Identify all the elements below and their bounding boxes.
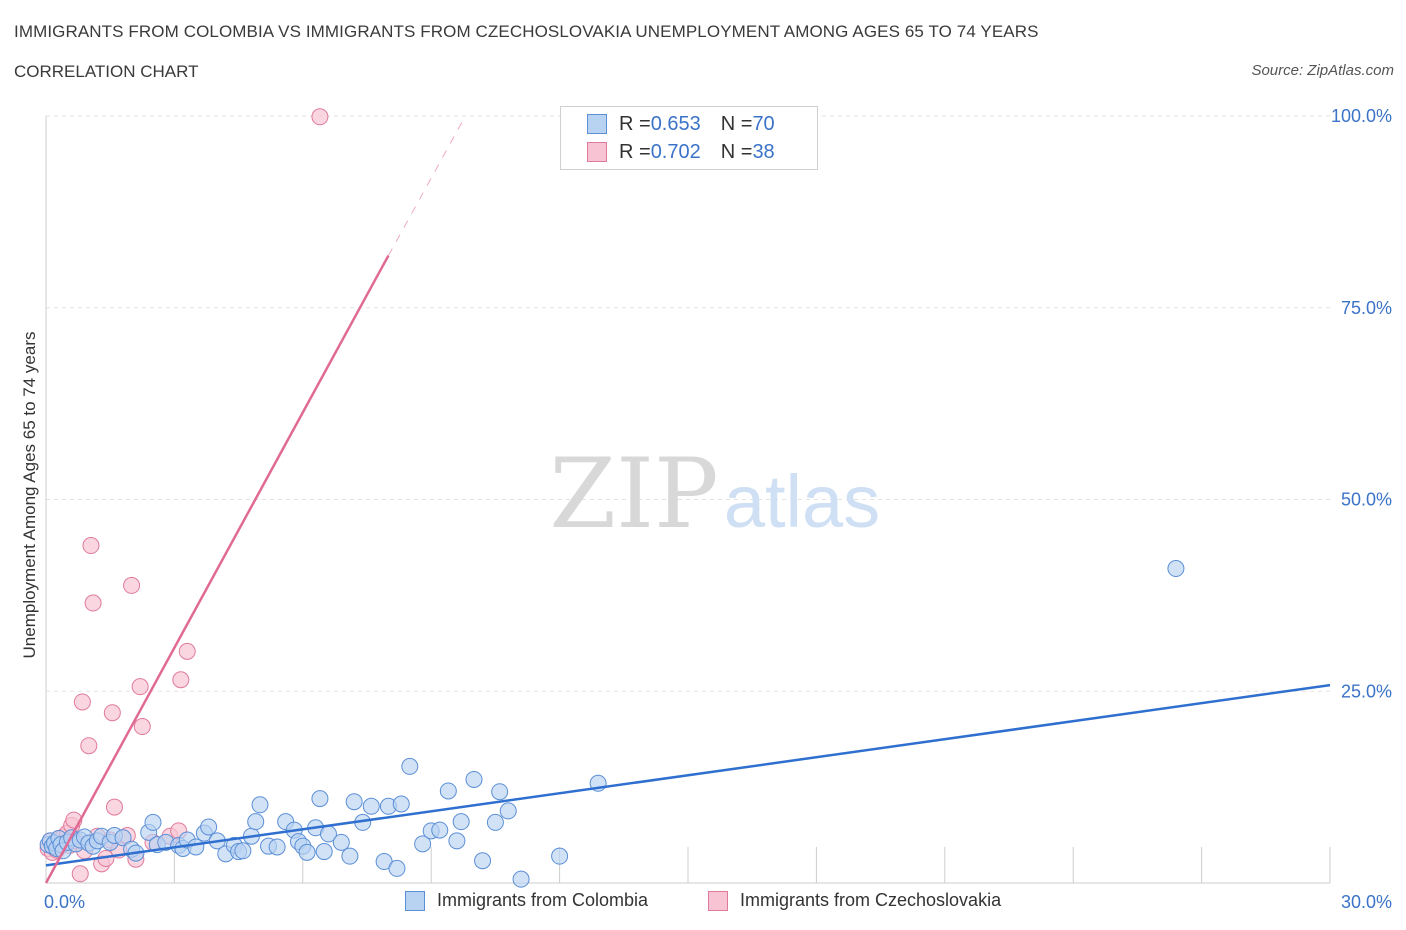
colombia-points [39, 560, 1185, 888]
czechoslovakia-trend-line [44, 254, 390, 884]
czechoslovakia-point [84, 594, 102, 612]
legend-n-label: N = [720, 112, 753, 135]
colombia-swatch [587, 114, 607, 134]
chart-title: IMMIGRANTS FROM COLOMBIA VS IMMIGRANTS F… [14, 22, 1039, 41]
colombia-point [414, 835, 432, 853]
colombia-point [144, 813, 162, 831]
colombia-point [474, 852, 492, 870]
colombia-point [512, 870, 530, 888]
colombia-legend-label: Immigrants from Colombia [437, 890, 649, 910]
legend-row-czech: R = 0.702 N = 38 [587, 140, 775, 164]
colombia-point [431, 821, 449, 839]
watermark-atlas: atlas [724, 460, 880, 543]
colombia-point [114, 829, 132, 847]
colombia-point [298, 843, 316, 861]
legend-row-colombia: R = 0.653 N = 70 [587, 112, 775, 136]
source-credit: Source: ZipAtlas.com [1251, 62, 1394, 79]
colombia-point [332, 833, 350, 851]
legend-n-label: N = [720, 140, 753, 163]
axes [45, 116, 1331, 884]
colombia-point [486, 813, 504, 831]
colombia-point [315, 843, 333, 861]
watermark: ZIP atlas [549, 438, 880, 550]
czechoslovakia-point [73, 693, 91, 711]
legend-r-value-colombia: 0.653 [650, 112, 701, 135]
x-tick-label: 30.0% [1341, 892, 1392, 912]
colombia-point [448, 832, 466, 850]
x-tick-label: 0.0% [44, 892, 85, 912]
legend-r-label: R = [619, 112, 651, 135]
czechoslovakia-point [105, 798, 123, 816]
colombia-point [345, 793, 363, 811]
trend-lines [44, 115, 1331, 884]
y-axis-label: Unemployment Among Ages 65 to 74 years [20, 331, 39, 659]
colombia-point [311, 790, 329, 808]
czechoslovakia-point [103, 704, 121, 722]
colombia-point [251, 796, 269, 814]
czechoslovakia-point [131, 678, 149, 696]
colombia-point [187, 838, 205, 856]
colombia-point [551, 847, 569, 865]
colombia-point [392, 795, 410, 813]
czechoslovakia-trend-extension [387, 115, 466, 256]
tick-labels: 25.0% 50.0% 75.0% 100.0% 0.0% 30.0% [44, 106, 1392, 912]
colombia-legend-swatch [405, 890, 425, 911]
czechoslovakia-point [80, 737, 98, 755]
czechoslovakia-point [123, 576, 141, 594]
y-tick-label: 50.0% [1341, 490, 1392, 510]
bottom-legend-colombia: Immigrants from Colombia [405, 890, 648, 911]
legend-r-value-czech: 0.702 [650, 140, 701, 163]
legend-r-label: R = [619, 140, 651, 163]
colombia-point [200, 818, 218, 836]
legend-n-value-colombia: 70 [752, 112, 775, 135]
colombia-point [341, 847, 359, 865]
colombia-point [247, 813, 265, 831]
czechoslovakia-point [71, 865, 89, 883]
colombia-point [388, 859, 406, 877]
czech-legend-label: Immigrants from Czechoslovakia [740, 890, 1002, 910]
gridlines [46, 115, 1330, 692]
colombia-point [268, 838, 286, 856]
czechoslovakia-point [172, 671, 190, 689]
bottom-legend-czech: Immigrants from Czechoslovakia [708, 890, 1001, 911]
colombia-point [401, 757, 419, 775]
chart-subtitle: CORRELATION CHART [14, 62, 199, 81]
y-tick-label: 100.0% [1331, 106, 1392, 126]
colombia-point [465, 770, 483, 788]
y-tick-label: 25.0% [1341, 681, 1392, 701]
colombia-point [491, 783, 509, 801]
czech-swatch [587, 142, 607, 162]
watermark-zip: ZIP [549, 438, 718, 550]
colombia-point [439, 782, 457, 800]
colombia-trend-line [45, 683, 1331, 867]
colombia-point [499, 802, 517, 820]
colombia-point [362, 797, 380, 815]
legend-n-value-czech: 38 [752, 140, 775, 163]
colombia-point [234, 842, 252, 860]
czechoslovakia-point [82, 537, 100, 555]
correlation-legend: R = 0.653 N = 70 R = 0.702 N = 38 [560, 106, 818, 170]
colombia-point [1167, 560, 1185, 578]
czechoslovakia-point [311, 108, 329, 126]
colombia-point [452, 813, 470, 831]
czechoslovakia-point [178, 642, 196, 660]
czech-legend-swatch [708, 890, 728, 911]
czechoslovakia-points [39, 108, 329, 883]
y-tick-label: 75.0% [1341, 298, 1392, 318]
czechoslovakia-point [133, 718, 151, 736]
